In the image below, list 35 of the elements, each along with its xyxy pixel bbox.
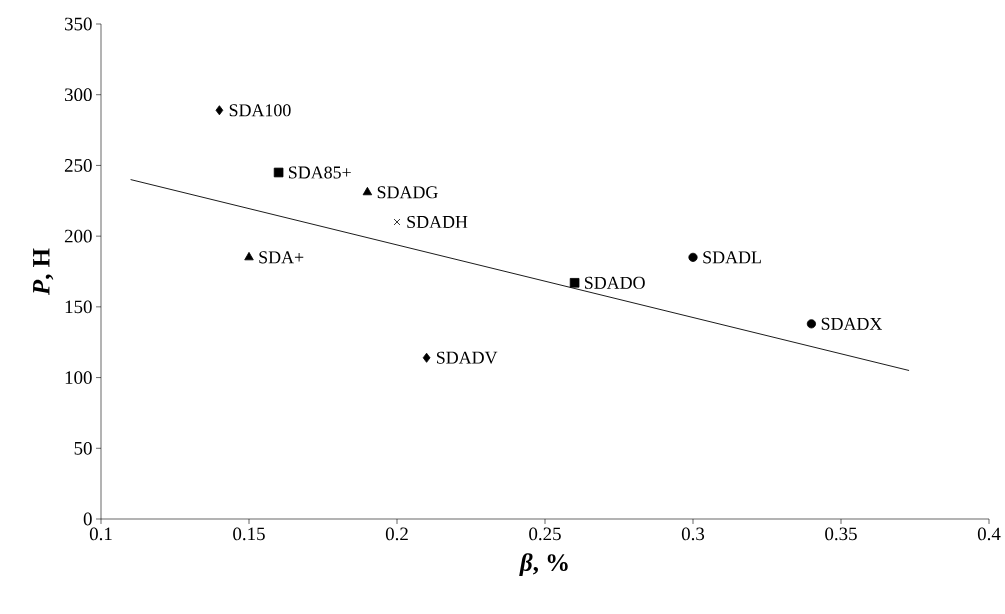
y-tick-label: 50	[74, 441, 92, 455]
y-axis-title: P, Н	[33, 248, 54, 296]
x-tick-label: 0.35	[825, 527, 857, 541]
series-label: SDADH	[407, 215, 468, 229]
x-tick-label: 0.15	[233, 527, 265, 541]
x-tick-label: 0.25	[529, 527, 561, 541]
point	[393, 218, 401, 226]
y-tick-label: 150	[65, 300, 92, 314]
point	[362, 186, 373, 196]
x-tick-label: 0.3	[681, 527, 705, 541]
series-label: SDADL	[703, 251, 761, 264]
point	[244, 251, 254, 261]
y-tick-label: 100	[65, 371, 92, 384]
y-tick-label: 0	[83, 512, 92, 526]
point	[273, 167, 284, 178]
y-tick-label: 300	[65, 88, 92, 102]
point	[422, 352, 431, 363]
series-label: SDA85+	[288, 166, 351, 179]
x-tick-label: 0.2	[385, 527, 408, 541]
y-tick-label: 350	[65, 17, 92, 31]
series-label: SDADO	[584, 276, 645, 289]
x-tick-label: 0.1	[89, 527, 112, 541]
y-tick-label: 250	[64, 159, 92, 172]
series-label: SDA+	[259, 251, 304, 264]
point	[806, 319, 816, 329]
series-label: SDADV	[436, 351, 498, 364]
point	[215, 105, 224, 116]
series-label: SDADG	[377, 186, 438, 199]
x-tick-label: 0.4	[977, 527, 1001, 541]
point	[688, 252, 698, 262]
series-label: SDA100	[229, 104, 291, 117]
series-label: SDADX	[821, 317, 883, 330]
y-tick-label: 200	[64, 229, 92, 243]
x-axis-title: β, %	[519, 553, 568, 577]
point	[569, 278, 580, 288]
